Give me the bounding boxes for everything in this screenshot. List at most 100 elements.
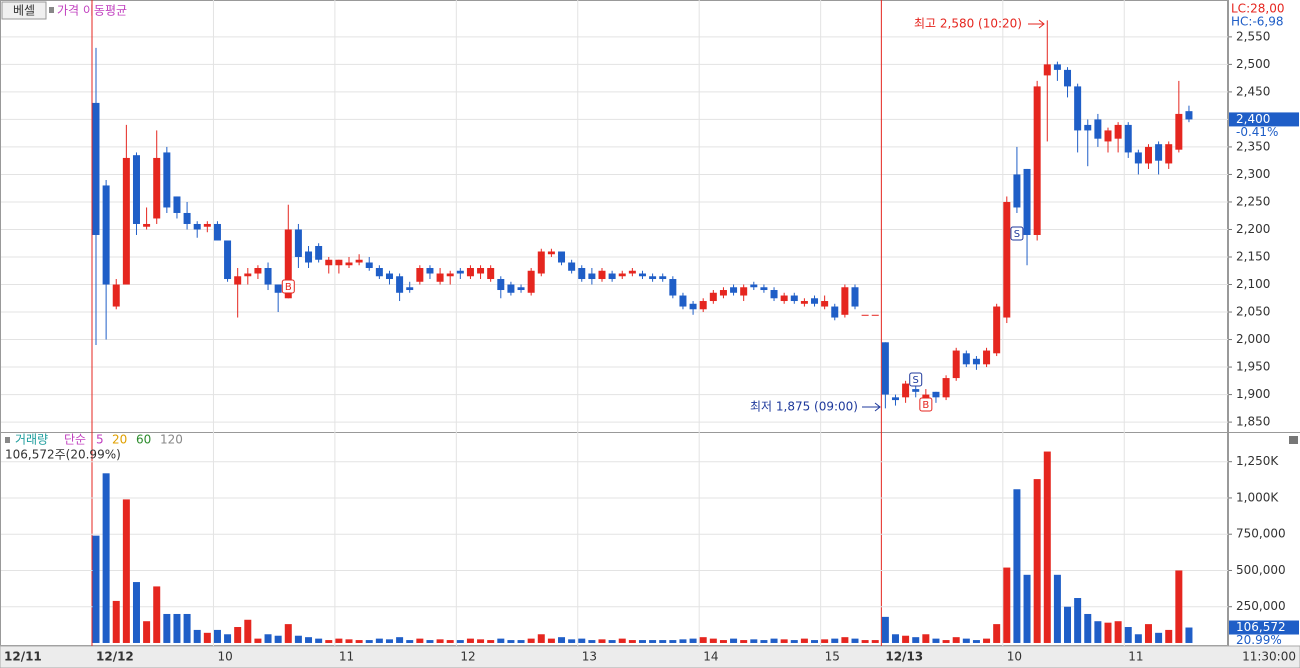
candle-body (193, 223, 201, 230)
candle-body (1084, 124, 1092, 131)
candle-body (881, 342, 889, 395)
volume-bar (345, 639, 353, 643)
candle-body (173, 196, 181, 213)
legend-entry: 단순 (64, 433, 86, 447)
volume-bar (547, 638, 555, 643)
candle-body (355, 259, 363, 263)
candle-body (871, 314, 879, 316)
candle-body (699, 301, 707, 310)
candle-body (689, 303, 697, 310)
y-tick-label: 2,050 (1236, 305, 1270, 319)
candle-body (102, 185, 110, 285)
candle-body (588, 273, 596, 280)
candle-body (831, 306, 839, 318)
volume-bar (881, 616, 889, 643)
volume-bar (1023, 574, 1031, 643)
y-tick-label: 1,900 (1236, 387, 1270, 401)
x-tick-label: 14 (703, 650, 718, 664)
volume-bar (1155, 632, 1163, 643)
volume-bar (132, 582, 140, 643)
volume-bar (153, 586, 161, 643)
candle-body (638, 273, 646, 277)
x-tick-label: 13 (582, 650, 597, 664)
y-tick-label: 2,450 (1236, 84, 1270, 98)
candle-body (1124, 124, 1132, 153)
last-price-box (1229, 112, 1299, 127)
last-price-label: 2,400 (1236, 112, 1270, 126)
y-tick-label: 2,000 (1236, 332, 1270, 346)
candle-body (305, 251, 313, 263)
y-tick-label: 2,200 (1236, 222, 1270, 236)
volume-bar (1043, 451, 1051, 643)
y-tick-label: 2,100 (1236, 277, 1270, 291)
lc-label: LC:28,00 (1231, 2, 1284, 16)
candle-body (537, 251, 545, 274)
legend-icon (5, 437, 10, 443)
candle-body (112, 284, 120, 307)
y-tick-label: 1,950 (1236, 360, 1270, 374)
candle-body (284, 229, 292, 299)
candle-body (790, 295, 798, 302)
close-icon[interactable] (1289, 436, 1298, 444)
volume-bar (527, 638, 535, 643)
candle-body (294, 229, 302, 257)
volume-bar (305, 637, 313, 643)
candle-body (224, 240, 232, 280)
button-label[interactable]: 베셀 (13, 4, 35, 18)
candle-body (183, 212, 191, 224)
volume-bar (1074, 598, 1082, 643)
annotation: 최저 1,875 (09:00) (750, 400, 858, 414)
y-tick-label: 2,150 (1236, 249, 1270, 263)
volume-bar (294, 635, 302, 643)
legend-entry: 120 (160, 433, 183, 447)
volume-bar (689, 638, 697, 643)
volume-bar (709, 638, 717, 643)
button[interactable] (1, 1, 47, 20)
time-label: 11:30:00 (1242, 650, 1296, 664)
volume-bar (163, 613, 171, 643)
volume-bar (730, 638, 738, 643)
x-tick-label: 11 (1128, 650, 1143, 664)
candle-body (335, 259, 343, 266)
candle-body (770, 290, 778, 299)
candle-body (547, 251, 555, 255)
signal-label: B (285, 282, 292, 293)
candle-body (92, 102, 100, 235)
candle-body (1074, 86, 1082, 131)
volume-bar (183, 613, 191, 643)
volume-bar (780, 639, 788, 643)
candle-body (598, 270, 606, 280)
volume-bar (750, 639, 758, 643)
candle-body (1023, 168, 1031, 235)
volume-bar (456, 640, 464, 643)
volume-bar (234, 627, 242, 643)
volume-bar (122, 499, 130, 643)
candle-body (578, 268, 586, 280)
volume-bar (972, 640, 980, 643)
volume-bar (365, 640, 373, 643)
y-tick-label: 2,550 (1236, 29, 1270, 43)
volume-bar (932, 638, 940, 643)
candle-body (568, 262, 576, 271)
annotation: 최고 2,580 (10:20) (914, 17, 1022, 31)
candle-body (325, 259, 333, 266)
candle-body (1094, 119, 1102, 139)
volume-summary: 106,572주(20.99%) (5, 448, 121, 462)
volume-bar (537, 634, 545, 643)
volume-bar (1033, 479, 1041, 643)
volume-bar (203, 632, 211, 643)
x-tick-label: 12 (460, 650, 475, 664)
volume-bar (244, 619, 252, 643)
last-volume-label: 106,572 (1236, 620, 1286, 634)
volume-bar (517, 640, 525, 643)
candle-body (983, 350, 991, 365)
volume-bar (811, 640, 819, 643)
x-tick-label: 15 (825, 650, 840, 664)
candle-body (1165, 144, 1173, 164)
signal-marker (919, 397, 933, 412)
candle-body (315, 245, 323, 260)
candle-body (902, 383, 910, 398)
candle-body (922, 394, 930, 401)
volume-bar (487, 640, 495, 643)
candle-body (608, 273, 616, 280)
